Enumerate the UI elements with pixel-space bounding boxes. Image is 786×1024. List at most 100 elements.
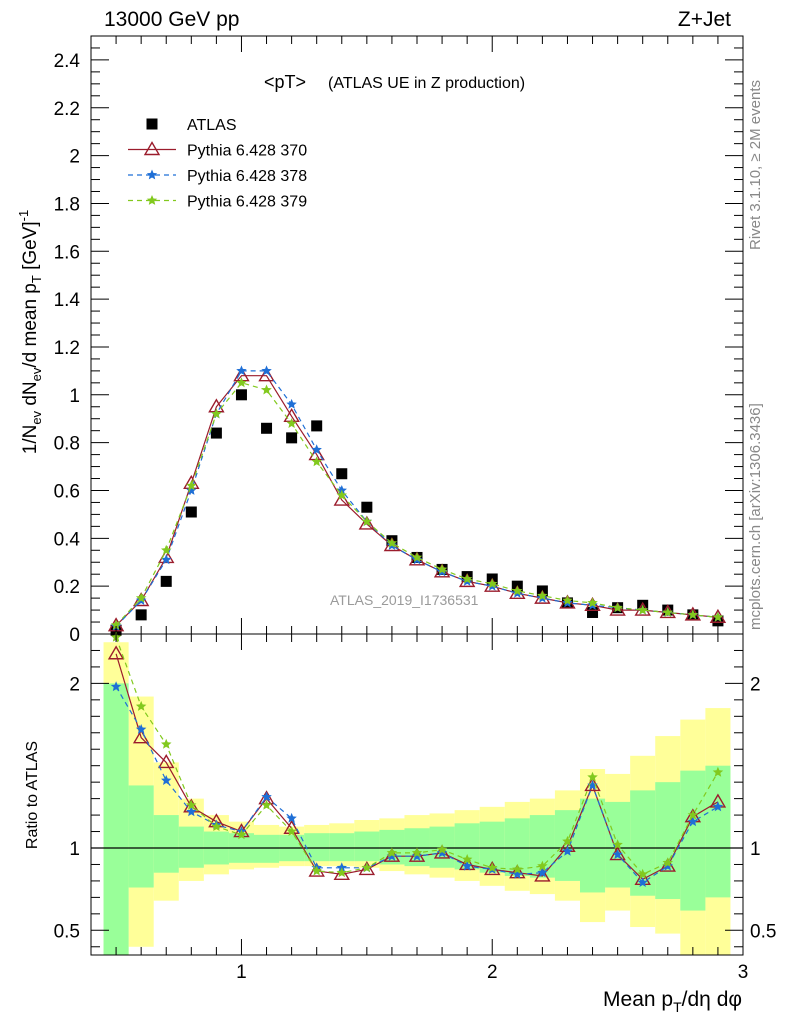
ratio-y-tick-label: 2: [69, 674, 80, 695]
x-tick-label: 3: [738, 962, 749, 983]
series-3: [110, 377, 724, 630]
ratio-point: [512, 868, 523, 879]
data-point: [210, 427, 222, 439]
y-tick-label: 2.4: [54, 51, 81, 72]
y-tick-label: 0.2: [54, 577, 80, 598]
ratio-y-tick-label-right: 1: [750, 839, 761, 860]
ratio-point: [509, 864, 526, 879]
ratio-axes: 0.5 0.5 1 1 2 2 1 2 3: [54, 633, 776, 983]
band-green-bin: [153, 815, 179, 873]
data-point: [236, 377, 247, 388]
ratio-point: [461, 854, 473, 864]
ratio-plot-marks: [91, 631, 743, 887]
ratio-point: [411, 847, 423, 858]
legend-entry: ATLAS: [146, 117, 237, 134]
ratio-point: [161, 775, 172, 785]
ratio-point: [135, 724, 147, 734]
y-tick-label: 1.6: [54, 242, 80, 263]
data-point: [135, 609, 147, 621]
mcplots-label: mcplots.cern.ch [arXiv:1306.3436]: [747, 403, 764, 630]
band-green-bin: [178, 826, 204, 868]
ratio-point: [336, 862, 347, 873]
ratio-point: [358, 861, 376, 876]
ratio-y-tick-label-right: 0.5: [750, 921, 776, 942]
ratio-point: [562, 845, 573, 856]
ratio-point: [158, 754, 175, 769]
band-green-bin: [404, 828, 430, 867]
ratio-point: [587, 779, 598, 790]
main-panel: 0 0.2 0.4 0.6 0.8 1 1.2 1.4 1.6 1.8 2 2.2 2.4 <pT> (…: [54, 35, 744, 646]
data-point: [712, 611, 724, 622]
data-point: [637, 604, 648, 615]
ratio-point: [336, 867, 347, 878]
ratio-point: [662, 860, 673, 871]
ratio-point: [461, 860, 473, 871]
band-green-bin: [103, 683, 129, 955]
y-tick-label: 2.2: [54, 99, 80, 120]
ratio-point: [386, 847, 398, 858]
data-point: [186, 485, 197, 495]
band-green-bin: [254, 834, 280, 863]
data-point: [186, 480, 197, 491]
data-point: [436, 563, 448, 574]
ratio-point: [534, 867, 551, 882]
data-point: [311, 420, 323, 432]
legend-label: Pythia 6.428 378: [187, 168, 307, 185]
data-point: [286, 398, 297, 409]
data-point: [411, 552, 423, 562]
series-line: [115, 375, 718, 627]
data-point: [361, 516, 373, 526]
legend-marker: [146, 118, 158, 130]
data-point: [336, 489, 347, 500]
ratio-point: [261, 799, 272, 810]
data-point: [662, 607, 673, 617]
data-point: [487, 578, 498, 589]
ratio-point: [386, 850, 398, 861]
data-point: [358, 515, 376, 530]
header-right: Z+Jet: [678, 8, 731, 31]
ratio-series-2: [110, 631, 724, 879]
y-tick-label: 0.6: [54, 481, 80, 502]
ratio-point: [286, 826, 297, 836]
series-2: [110, 365, 724, 631]
ratio-point: [458, 856, 476, 871]
data-point: [261, 384, 272, 395]
data-point: [261, 365, 272, 376]
data-point: [286, 418, 297, 428]
data-point: [461, 573, 473, 584]
ratio-point: [361, 862, 373, 873]
main-axes: 0 0.2 0.4 0.6 0.8 1 1.2 1.4 1.6 1.8 2 2.2 2.4: [54, 35, 744, 646]
band-green-bin: [680, 770, 706, 911]
ratio-point: [161, 738, 172, 749]
ratio-uncertainty-bands: [103, 642, 731, 955]
main-plot-marks: [107, 365, 727, 636]
legend-marker: [146, 169, 158, 180]
chart-title-sub: (ATLAS UE in Z production): [328, 75, 525, 92]
x-axis-label: Mean pT/dη dφ: [603, 988, 742, 1015]
data-point: [512, 585, 523, 596]
x-tick-label: 2: [487, 962, 498, 983]
ratio-point: [562, 835, 573, 846]
y-tick-label: 1: [69, 386, 80, 407]
ratio-point: [612, 839, 623, 850]
ratio-point: [436, 847, 448, 858]
data-point: [562, 595, 573, 605]
legend-entry: Pythia 6.428 378: [128, 168, 307, 185]
ratio-panel: 0.5 0.5 1 1 2 2 1 2 3: [54, 631, 776, 983]
y-tick-label: 0.8: [54, 434, 80, 455]
y-tick-label: 1.4: [54, 290, 81, 311]
legend-marker: [143, 141, 161, 156]
ratio-point: [487, 862, 498, 873]
data-point: [311, 444, 322, 455]
data-point: [712, 615, 724, 627]
ratio-y-axis-label: Ratio to ATLAS: [24, 741, 41, 849]
ratio-point: [637, 877, 648, 887]
series-line: [115, 382, 718, 626]
header-left: 13000 GeV pp: [104, 8, 239, 31]
ratio-point: [436, 844, 448, 855]
ratio-point: [537, 867, 548, 878]
ratio-point: [110, 681, 122, 692]
y-tick-label: 1.8: [54, 194, 80, 215]
data-point: [236, 365, 247, 376]
